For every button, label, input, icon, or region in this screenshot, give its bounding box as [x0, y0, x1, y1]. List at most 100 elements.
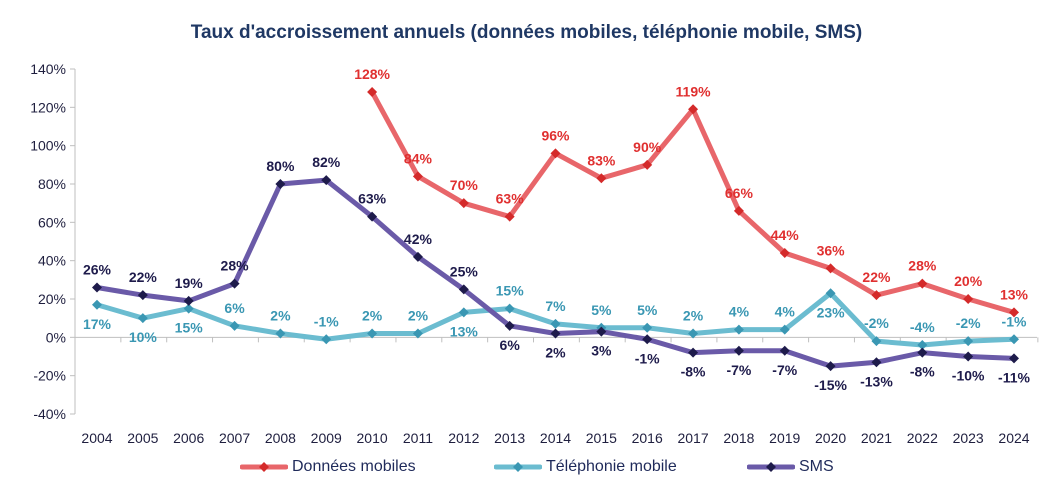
chart-title: Taux d'accroissement annuels (données mo… [190, 22, 863, 43]
data-point-telephonie-mobile [733, 324, 744, 335]
data-label-donnees-mobiles: 128% [354, 66, 390, 82]
data-point-sms [137, 290, 148, 301]
data-point-sms [642, 334, 653, 345]
data-label-telephonie-mobile: 5% [637, 302, 658, 318]
data-point-donnees-mobiles [1009, 307, 1019, 318]
data-point-sms [688, 347, 699, 358]
data-point-donnees-mobiles [458, 198, 469, 209]
data-label-sms: -15% [814, 377, 847, 393]
data-point-donnees-mobiles [779, 248, 790, 258]
x-tick-label: 2012 [448, 430, 479, 446]
data-point-sms [550, 328, 561, 339]
data-label-telephonie-mobile: -1% [1002, 313, 1027, 329]
data-point-sms [733, 345, 744, 356]
data-point-telephonie-mobile [688, 328, 699, 339]
x-tick-label: 2020 [815, 430, 846, 446]
data-point-sms [596, 326, 607, 337]
data-point-telephonie-mobile [92, 299, 102, 310]
data-point-sms [275, 179, 286, 189]
x-tick-label: 2015 [586, 430, 617, 446]
data-point-sms [825, 361, 836, 372]
x-tick-label: 2018 [723, 430, 754, 446]
data-point-donnees-mobiles [733, 205, 744, 216]
data-label-telephonie-mobile: 4% [729, 304, 750, 320]
data-label-donnees-mobiles: 22% [862, 269, 891, 285]
data-label-donnees-mobiles: 70% [450, 177, 479, 193]
data-label-sms: 63% [358, 191, 387, 207]
data-point-donnees-mobiles [367, 87, 378, 97]
data-label-telephonie-mobile: 6% [224, 300, 245, 316]
data-point-donnees-mobiles [825, 263, 836, 274]
data-label-sms: 19% [175, 275, 204, 291]
data-point-sms [504, 320, 515, 331]
data-label-sms: 2% [545, 345, 566, 361]
data-label-sms: 80% [266, 158, 295, 174]
data-label-telephonie-mobile: 13% [450, 323, 479, 339]
data-label-sms: -8% [910, 364, 935, 380]
data-label-sms: -11% [998, 369, 1030, 385]
y-tick-label: 40% [38, 253, 66, 269]
data-point-telephonie-mobile [917, 340, 928, 350]
legend-item-telephonie: Téléphonie mobile [494, 458, 677, 476]
x-tick-label: 2019 [769, 430, 800, 446]
data-point-telephonie-mobile [1009, 334, 1019, 345]
x-tick-label: 2014 [540, 430, 571, 446]
y-tick-label: 60% [38, 214, 66, 230]
data-point-donnees-mobiles [871, 290, 882, 301]
data-point-donnees-mobiles [917, 278, 928, 289]
data-point-donnees-mobiles [963, 294, 974, 304]
data-point-telephonie-mobile [963, 336, 974, 347]
data-label-telephonie-mobile: 2% [683, 308, 704, 324]
x-tick-label: 2005 [127, 430, 158, 446]
x-tick-label: 2007 [219, 430, 250, 446]
data-point-telephonie-mobile [550, 318, 561, 329]
y-tick-label: 100% [30, 138, 66, 154]
x-tick-label: 2017 [677, 430, 708, 446]
data-point-telephonie-mobile [825, 288, 836, 299]
data-label-sms: 22% [129, 269, 158, 285]
data-label-telephonie-mobile: -2% [956, 315, 981, 331]
data-point-telephonie-mobile [137, 313, 148, 324]
data-label-telephonie-mobile: 10% [129, 329, 158, 345]
legend-marker-icon [494, 462, 542, 472]
data-label-telephonie-mobile: 15% [175, 320, 204, 336]
data-label-telephonie-mobile: 23% [817, 304, 846, 320]
data-point-sms [779, 345, 790, 356]
data-point-sms [917, 347, 928, 358]
data-label-sms: 82% [312, 154, 341, 170]
data-label-donnees-mobiles: 28% [908, 258, 937, 274]
data-label-telephonie-mobile: 2% [408, 308, 429, 324]
x-tick-label: 2009 [311, 430, 342, 446]
data-point-sms [412, 251, 423, 262]
x-tick-label: 2016 [632, 430, 663, 446]
y-tick-label: -40% [33, 406, 66, 422]
data-label-sms: 26% [83, 262, 112, 278]
x-tick-label: 2004 [81, 430, 112, 446]
data-label-telephonie-mobile: 15% [496, 283, 525, 299]
data-label-donnees-mobiles: 119% [676, 83, 712, 99]
y-tick-label: -20% [33, 368, 66, 384]
data-point-sms [321, 175, 332, 186]
legend-marker-icon [240, 462, 288, 472]
y-tick-label: 0% [46, 329, 66, 345]
data-point-telephonie-mobile [321, 334, 332, 345]
data-label-sms: 42% [404, 231, 433, 247]
data-point-telephonie-mobile [458, 307, 469, 318]
data-point-telephonie-mobile [367, 328, 378, 339]
data-label-donnees-mobiles: 90% [633, 139, 662, 155]
data-point-donnees-mobiles [642, 159, 653, 170]
x-tick-label: 2006 [173, 430, 204, 446]
y-tick-label: 80% [38, 176, 66, 192]
data-label-sms: -10% [952, 368, 985, 384]
data-label-donnees-mobiles: 36% [817, 242, 846, 258]
x-tick-label: 2023 [953, 430, 984, 446]
data-point-sms [963, 351, 974, 362]
x-tick-label: 2024 [998, 430, 1029, 446]
x-tick-label: 2008 [265, 430, 296, 446]
data-point-sms [871, 357, 882, 368]
data-label-telephonie-mobile: 5% [591, 302, 612, 318]
data-label-donnees-mobiles: 44% [771, 227, 800, 243]
data-point-sms [92, 282, 102, 293]
data-point-telephonie-mobile [779, 324, 790, 335]
data-label-sms: 25% [450, 263, 479, 279]
